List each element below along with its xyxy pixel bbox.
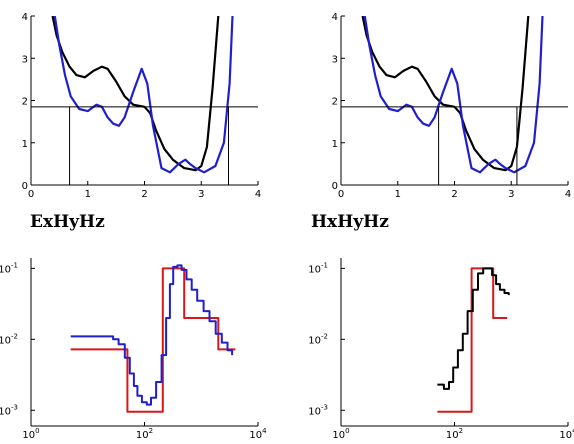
plot-area-bottom-right — [437, 267, 510, 413]
series-line-red — [70, 267, 236, 413]
x-tick-exponent: 0 — [35, 427, 39, 435]
x-tick-exponent: 2 — [149, 427, 153, 435]
y-tick-label: 3 — [22, 54, 28, 65]
y-tick-label: 0 — [332, 181, 338, 192]
y-tick-label: 10-2 — [308, 332, 328, 346]
y-tick-label: 2 — [22, 97, 28, 108]
y-tick-label: 10-1 — [0, 261, 18, 275]
series-line-black — [437, 267, 510, 390]
series-line-blue — [53, 16, 234, 174]
x-tick-label: 104 — [559, 427, 574, 441]
x-tick-label: 102 — [446, 427, 463, 441]
y-tick-exponent: -2 — [11, 332, 18, 340]
series-line-blue — [363, 16, 544, 174]
chart-bottom-left: 100 102 104 10-3 10-2 10-1 — [0, 258, 267, 441]
y-tick-label: 3 — [332, 54, 338, 65]
x-tick-label: 1 — [85, 189, 91, 200]
y-tick-label: 1 — [22, 139, 28, 150]
y-tick-label: 10-2 — [0, 332, 18, 346]
x-tick-label: 0 — [28, 189, 34, 200]
y-tick-label: 10-1 — [308, 261, 328, 275]
x-tick-label: 1 — [395, 189, 401, 200]
x-tick-exponent: 0 — [345, 427, 349, 435]
x-tick-label: 3 — [508, 189, 514, 200]
y-tick-label: 4 — [332, 12, 338, 23]
x-tick-exponent: 2 — [459, 427, 463, 435]
y-tick-label: 1 — [332, 139, 338, 150]
x-tick-label: 4 — [565, 189, 571, 200]
plot-area-top-right — [361, 16, 544, 174]
y-tick-exponent: -1 — [11, 261, 18, 269]
x-tick-label: 100 — [22, 427, 39, 441]
y-tick-exponent: -1 — [321, 261, 328, 269]
y-tick-exponent: -3 — [11, 403, 18, 411]
x-tick-label: 3 — [198, 189, 204, 200]
series-line-black — [361, 16, 530, 172]
series-line-black — [51, 16, 220, 172]
chart-top-right: 0 1 2 3 4 0 1 2 3 4 — [332, 12, 572, 200]
x-tick-label: 0 — [338, 189, 344, 200]
series-line-blue — [70, 264, 234, 406]
x-tick-label: 102 — [136, 427, 153, 441]
y-tick-exponent: -3 — [321, 403, 328, 411]
plot-area-top-left — [51, 16, 234, 174]
y-tick-label: 10-3 — [0, 403, 18, 417]
plot-area-bottom-left — [70, 264, 236, 413]
y-tick-label: 2 — [332, 97, 338, 108]
x-tick-exponent: 4 — [572, 427, 574, 435]
x-tick-exponent: 4 — [262, 427, 267, 435]
chart-bottom-right: 100 102 104 10-3 10-2 10-1 — [308, 258, 574, 441]
y-tick-label: 10-3 — [308, 403, 328, 417]
x-tick-label: 2 — [141, 189, 147, 200]
x-tick-label: 100 — [332, 427, 349, 441]
x-tick-label: 2 — [451, 189, 457, 200]
chart-top-left: 0 1 2 3 4 0 1 2 3 4 — [22, 12, 262, 200]
x-tick-label: 4 — [255, 189, 261, 200]
title-hxhyhz: HxHyHz — [311, 212, 389, 232]
y-tick-label: 0 — [22, 181, 28, 192]
x-tick-label: 104 — [249, 427, 267, 441]
y-tick-exponent: -2 — [321, 332, 328, 340]
title-exhyhz: ExHyHz — [30, 212, 105, 232]
y-tick-label: 4 — [22, 12, 28, 23]
